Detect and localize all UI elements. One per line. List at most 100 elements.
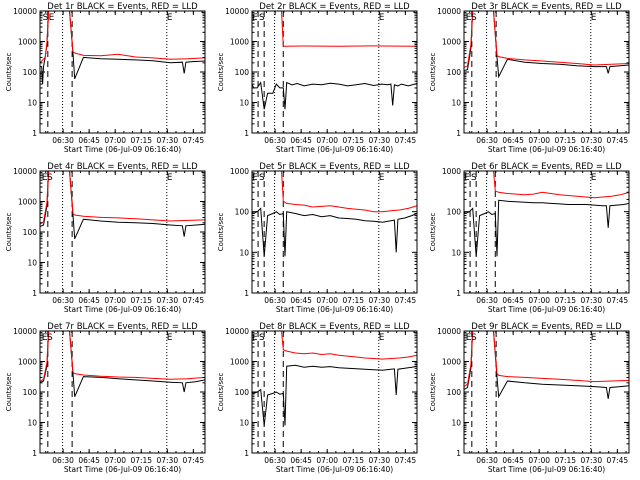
- x-tick-label: 07:15: [342, 456, 364, 465]
- x-tick-label: 07:30: [368, 456, 390, 465]
- x-tick-label: 07:45: [607, 296, 629, 305]
- y-tick-label: 1: [244, 449, 249, 458]
- plot-frame: [39, 10, 206, 134]
- y-tick-label: 100: [23, 388, 38, 397]
- chart-panel: Det 6r BLACK = Events, RED = LLD 1 10 100 10…: [429, 162, 630, 314]
- plot-frame: [39, 170, 206, 294]
- y-tick-label: 10000: [13, 167, 37, 176]
- y-axis-label: Counts/sec: [5, 53, 13, 92]
- x-axis-label: Start Time (06-Jul-09 06:16:40): [64, 465, 181, 474]
- x-tick-label: 07:00: [528, 456, 550, 465]
- y-axis-label: Counts/sec: [217, 373, 225, 412]
- x-axis-label: Start Time (06-Jul-09 06:16:40): [64, 305, 181, 314]
- x-tick-label: 06:30: [52, 456, 74, 465]
- y-tick-label: 10000: [13, 327, 37, 336]
- event-marker-label: E: [379, 173, 385, 183]
- y-tick-label: 10: [239, 99, 249, 108]
- panel-title: Det 9r BLACK = Events, RED = LLD: [471, 322, 622, 332]
- panel-title: Det 7r BLACK = Events, RED = LLD: [47, 322, 198, 332]
- x-tick-label: 07:15: [554, 296, 576, 305]
- x-tick-label: 06:30: [52, 296, 74, 305]
- x-tick-label: 06:45: [290, 296, 312, 305]
- x-tick-label: 06:45: [290, 456, 312, 465]
- y-tick-label: 10: [239, 419, 249, 428]
- y-tick-label: 100: [447, 388, 462, 397]
- y-tick-label: 100: [447, 68, 462, 77]
- x-tick-label: 06:30: [476, 136, 498, 145]
- event-marker-label: E: [591, 333, 597, 343]
- y-axis-label: Counts/sec: [5, 373, 13, 412]
- y-tick-label: 1000: [442, 167, 461, 176]
- x-tick-label: 07:15: [130, 136, 152, 145]
- x-tick-label: 07:45: [183, 136, 205, 145]
- x-tick-label: 07:15: [554, 136, 576, 145]
- x-tick-label: 07:15: [342, 136, 364, 145]
- chart-panel: Det 7r BLACK = Events, RED = LLD 1 10 100 10…: [5, 322, 206, 474]
- event-marker-label: E: [591, 13, 597, 23]
- x-tick-label: 06:45: [502, 456, 524, 465]
- x-axis-label: Start Time (06-Jul-09 06:16:40): [488, 305, 605, 314]
- y-tick-label: 10: [451, 419, 461, 428]
- lld-series-line: [252, 11, 417, 47]
- y-tick-label: 10: [239, 248, 249, 257]
- plot-frame: [39, 330, 206, 454]
- x-tick-label: 06:45: [78, 456, 100, 465]
- x-tick-label: 07:00: [104, 296, 126, 305]
- events-series-line: [464, 331, 629, 399]
- x-tick-label: 07:45: [395, 296, 417, 305]
- x-tick-label: 07:45: [183, 296, 205, 305]
- y-axis-label: Counts/sec: [5, 213, 13, 252]
- x-tick-label: 07:00: [104, 456, 126, 465]
- events-series-line: [464, 11, 629, 79]
- y-tick-label: 1: [32, 289, 37, 298]
- lld-series-line: [40, 11, 205, 64]
- y-tick-label: 10000: [13, 7, 37, 16]
- y-axis-label: Counts/sec: [429, 53, 437, 92]
- plot-frame: [463, 170, 630, 294]
- lld-series-line: [464, 331, 629, 388]
- plot-frame: [463, 10, 630, 134]
- y-tick-label: 10000: [225, 327, 249, 336]
- event-marker-label: E: [466, 13, 472, 23]
- events-series-line: [464, 199, 629, 257]
- y-tick-label: 1000: [230, 38, 249, 47]
- events-series-line: [40, 331, 205, 397]
- x-tick-label: 07:45: [607, 136, 629, 145]
- event-marker-label: E: [42, 333, 48, 343]
- lld-series-line: [40, 331, 205, 383]
- y-tick-label: 10: [27, 419, 37, 428]
- events-series-line: [252, 364, 417, 426]
- x-axis-label: Start Time (06-Jul-09 06:16:40): [488, 465, 605, 474]
- y-tick-label: 1: [456, 449, 461, 458]
- y-tick-label: 10: [27, 99, 37, 108]
- chart-panel: Det 5r BLACK = Events, RED = LLD 1 10 100 10…: [217, 162, 418, 314]
- y-tick-label: 1000: [18, 38, 37, 47]
- plot-frame: [251, 170, 418, 294]
- x-tick-label: 07:30: [580, 136, 602, 145]
- x-tick-label: 07:00: [528, 136, 550, 145]
- x-tick-label: 07:00: [316, 456, 338, 465]
- event-marker-label: E: [379, 333, 385, 343]
- event-marker-label: E: [167, 13, 173, 23]
- x-tick-label: 06:30: [476, 456, 498, 465]
- x-tick-label: 07:15: [130, 296, 152, 305]
- y-tick-label: 1000: [18, 358, 37, 367]
- y-tick-label: 1000: [230, 167, 249, 176]
- x-tick-label: 06:30: [52, 136, 74, 145]
- x-tick-label: 07:15: [130, 456, 152, 465]
- lld-series-line: [40, 171, 205, 225]
- panel-title: Det 6r BLACK = Events, RED = LLD: [471, 162, 622, 172]
- x-tick-label: 07:45: [607, 456, 629, 465]
- event-marker-label: E: [167, 333, 173, 343]
- event-marker-label: E: [49, 13, 55, 23]
- lld-series-line: [464, 11, 629, 68]
- y-tick-label: 1000: [230, 358, 249, 367]
- y-tick-label: 1: [32, 449, 37, 458]
- x-tick-label: 06:45: [78, 136, 100, 145]
- x-tick-label: 07:30: [156, 456, 178, 465]
- x-tick-label: 07:30: [156, 296, 178, 305]
- chart-panel: Det 2r BLACK = Events, RED = LLD 1 10 100 10…: [217, 2, 418, 154]
- x-axis-label: Start Time (06-Jul-09 06:16:40): [276, 305, 393, 314]
- events-series-line: [40, 11, 205, 85]
